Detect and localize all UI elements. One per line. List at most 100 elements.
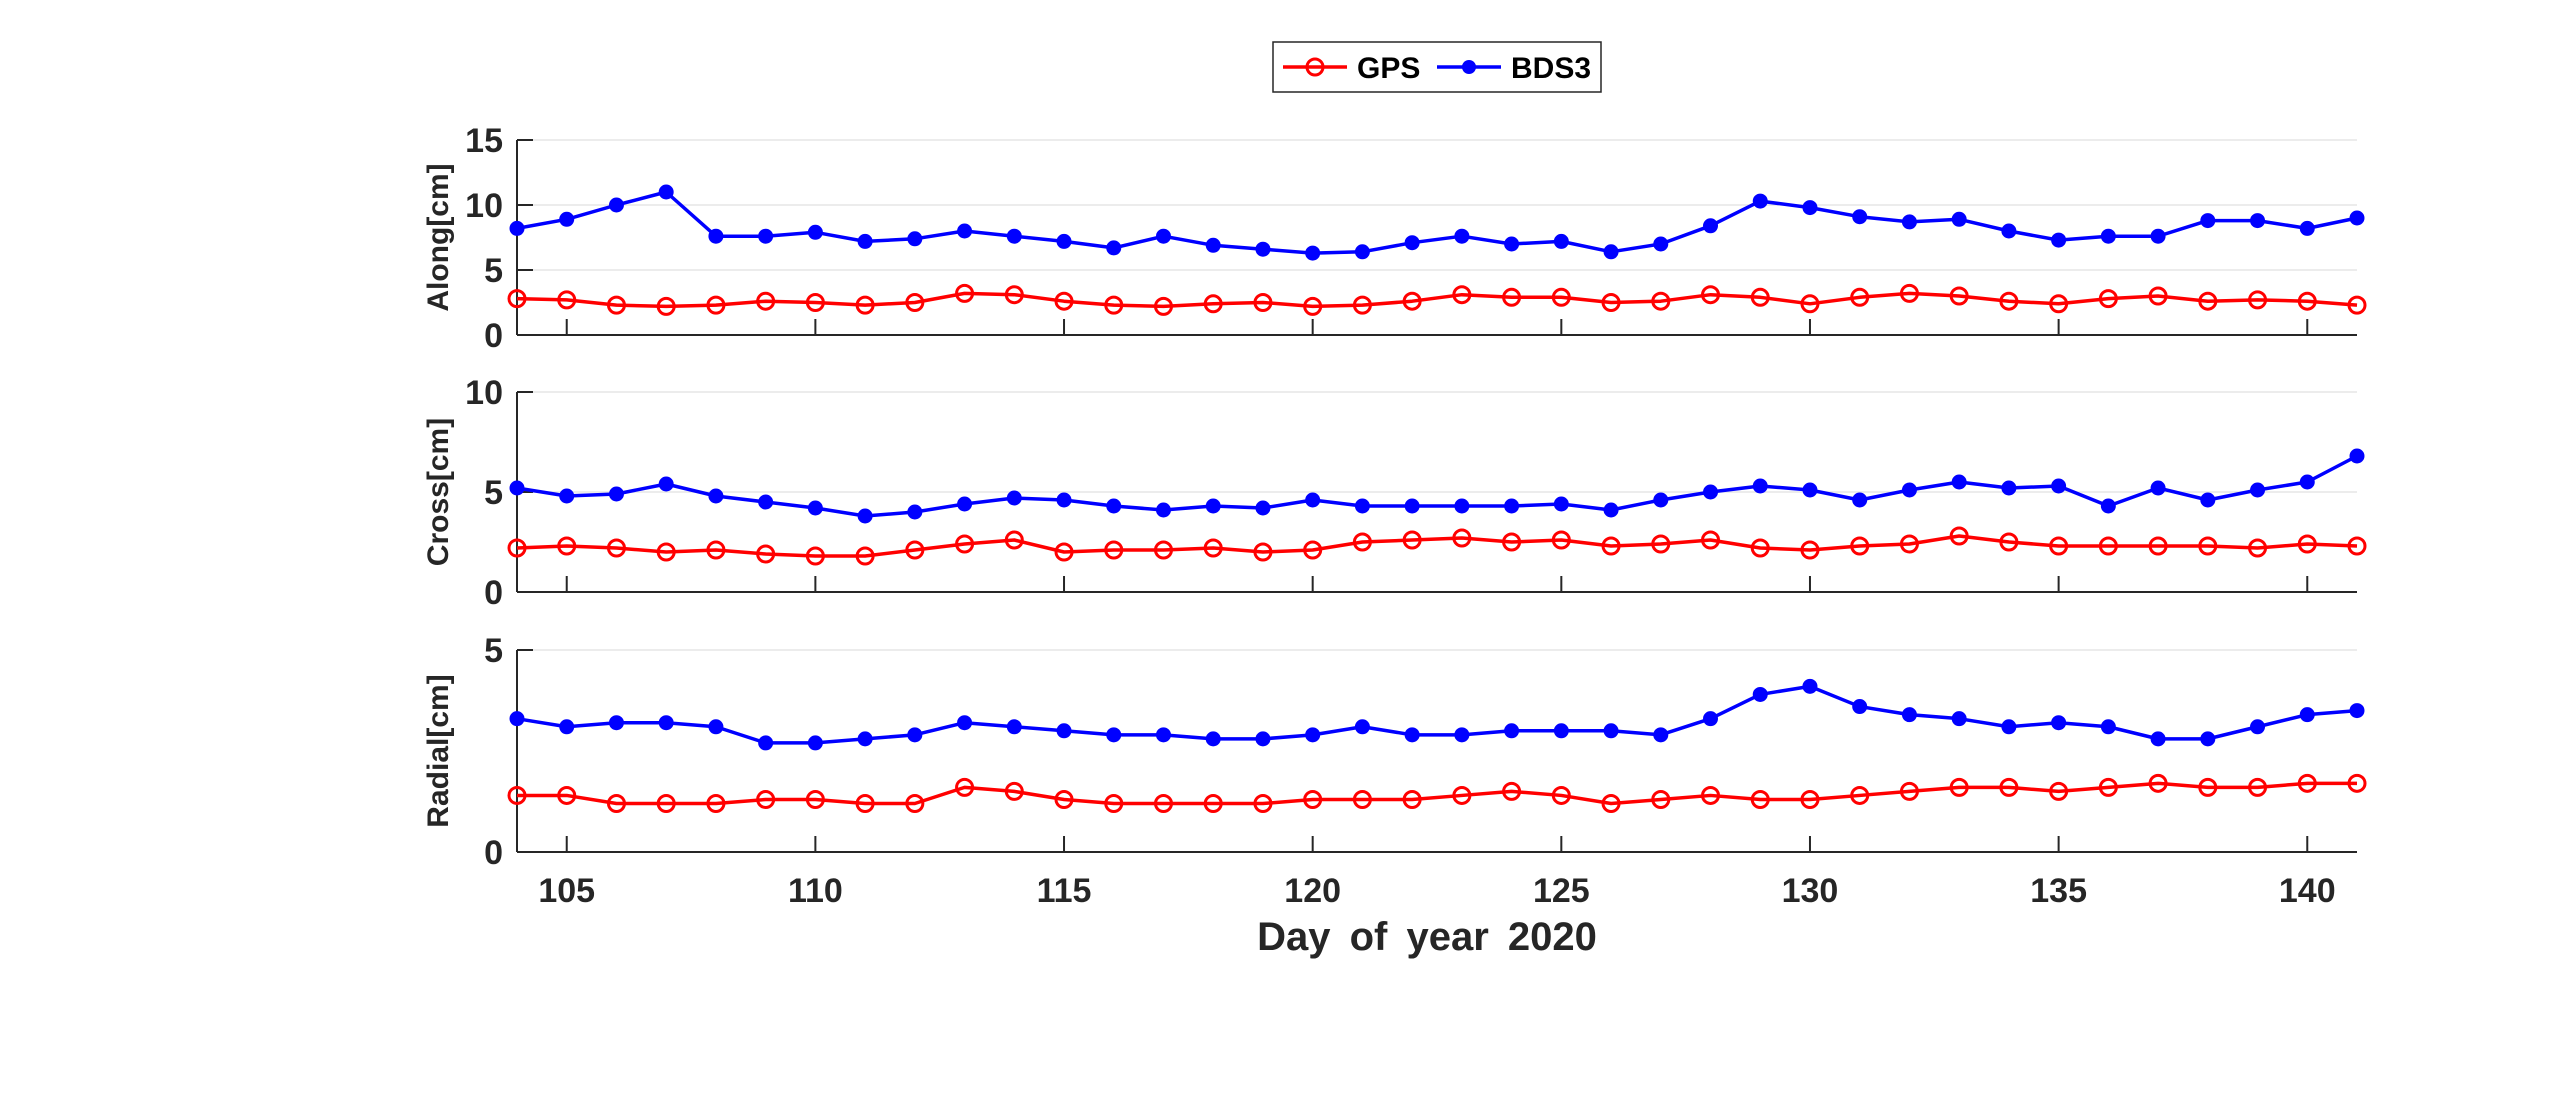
data-point [708, 719, 724, 735]
data-point [2198, 777, 2218, 797]
data-point [1951, 211, 1967, 227]
data-point [1852, 492, 1868, 508]
data-point [557, 536, 577, 556]
data-point [2200, 731, 2216, 747]
data-point [1153, 540, 1173, 560]
data-point [907, 727, 923, 743]
data-point [1901, 214, 1917, 230]
data-point [1951, 474, 1967, 490]
legend-label: GPS [1357, 52, 1420, 85]
data-point [1454, 228, 1470, 244]
data-point [1651, 534, 1671, 554]
data-point [1651, 789, 1671, 809]
legend-entry-gps: GPS [1283, 52, 1420, 85]
data-point [2150, 731, 2166, 747]
data-point [2200, 213, 2216, 229]
data-point [1354, 244, 1370, 260]
data-point [2098, 289, 2118, 309]
data-point [658, 715, 674, 731]
data-point [1255, 500, 1271, 516]
data-point [606, 295, 626, 315]
x-tick-label: 135 [2030, 872, 2087, 910]
series-gps [507, 773, 2367, 814]
subplot-2: 0 5 10 Cross[cm] [422, 374, 2367, 612]
data-point [2347, 773, 2367, 793]
data-point [756, 789, 776, 809]
data-point [2001, 719, 2017, 735]
data-point [807, 735, 823, 751]
data-point [1004, 530, 1024, 550]
series-gps [507, 283, 2367, 316]
data-point [1006, 228, 1022, 244]
data-point [1603, 244, 1619, 260]
data-point [509, 480, 525, 496]
series-line [516, 684, 2358, 745]
y-axis-label: Along[cm] [422, 163, 455, 311]
data-point [905, 794, 925, 814]
data-point [2001, 480, 2017, 496]
series-gps [507, 526, 2367, 566]
data-point [1850, 785, 1870, 805]
data-point [1653, 492, 1669, 508]
data-point [805, 789, 825, 809]
data-point [2250, 719, 2266, 735]
data-point [507, 785, 527, 805]
data-point [2051, 478, 2067, 494]
data-point [559, 488, 575, 504]
data-point [1203, 794, 1223, 814]
data-point [708, 488, 724, 504]
data-point [2051, 715, 2067, 731]
data-point [1951, 711, 1967, 727]
data-point [1653, 727, 1669, 743]
data-point [905, 293, 925, 312]
data-point [957, 223, 973, 239]
data-point [1899, 283, 1919, 303]
data-point [557, 290, 577, 310]
data-point [2248, 538, 2268, 558]
data-point [1153, 794, 1173, 814]
series-line [516, 291, 2358, 309]
data-point [756, 544, 776, 564]
data-point [1404, 498, 1420, 514]
data-point [1253, 794, 1273, 814]
data-point [1056, 233, 1072, 249]
data-point [1802, 200, 1818, 216]
y-tick-label: 5 [484, 474, 503, 512]
data-point [1703, 711, 1719, 727]
data-point [2100, 719, 2116, 735]
series-line [516, 190, 2358, 255]
data-point [905, 540, 925, 560]
data-point [2200, 492, 2216, 508]
data-point [2248, 290, 2268, 310]
data-point [1155, 502, 1171, 518]
data-point [1899, 534, 1919, 554]
data-point [1452, 285, 1472, 305]
data-point [1352, 789, 1372, 809]
data-point [2297, 534, 2317, 554]
data-point [1106, 727, 1122, 743]
data-point [2297, 773, 2317, 793]
data-point [758, 735, 774, 751]
data-point [608, 715, 624, 731]
data-point [955, 534, 975, 554]
series-bds3 [509, 184, 2365, 261]
data-point [758, 228, 774, 244]
data-point [1056, 723, 1072, 739]
x-tick-label: 125 [1533, 872, 1590, 910]
data-point [1253, 293, 1273, 312]
data-point [1153, 296, 1173, 316]
data-point [2297, 291, 2317, 311]
data-point [1305, 727, 1321, 743]
data-point [2150, 480, 2166, 496]
x-tick-label: 130 [1782, 872, 1839, 910]
data-point [1104, 295, 1124, 315]
data-point [706, 295, 726, 315]
subplot-1: 0 5 10 15 Along[cm] [422, 122, 2367, 355]
data-point [559, 719, 575, 735]
data-point [1701, 785, 1721, 805]
data-point [2299, 220, 2315, 236]
y-tick-label: 0 [484, 574, 503, 612]
data-point [805, 293, 825, 312]
data-point [1899, 781, 1919, 801]
